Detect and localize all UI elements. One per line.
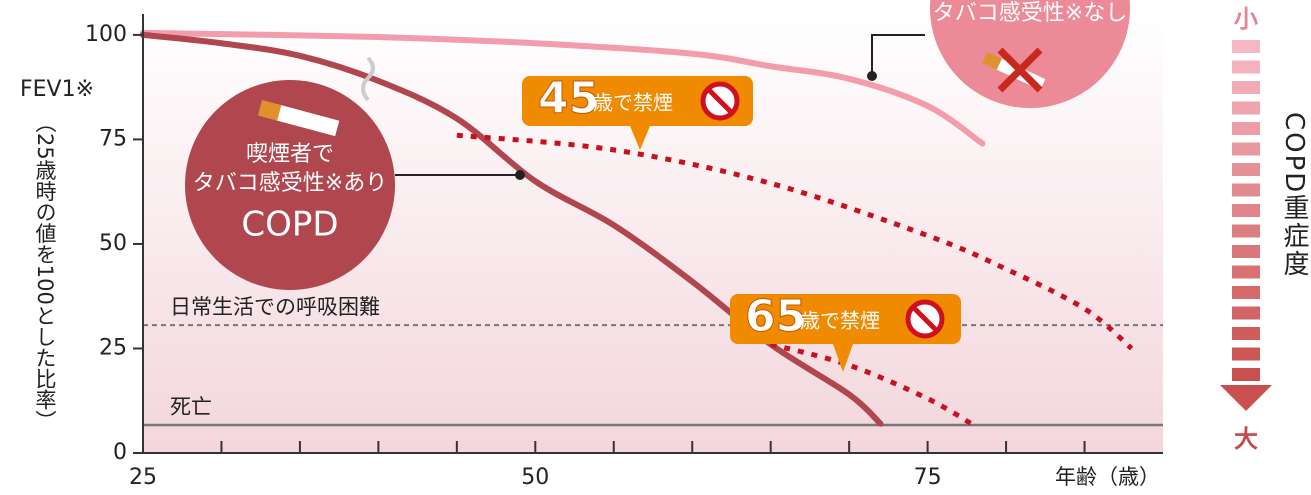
scale-stripe — [1232, 101, 1260, 115]
y-axis-label: FEV1※ — [20, 77, 94, 102]
scale-stripe — [1232, 204, 1260, 217]
scale-stripe — [1232, 368, 1260, 381]
callout-age: 45 — [538, 73, 599, 124]
scale-stripe — [1232, 40, 1260, 53]
scale-stripe — [1232, 142, 1260, 156]
bubble-text: タバコ感受性※あり — [193, 171, 387, 196]
severity-scale: 小 大 COPD重症度 — [1220, 5, 1309, 453]
x-axis-label: 年齢（歳） — [1055, 465, 1160, 489]
scale-stripe — [1232, 286, 1260, 299]
series-line — [140, 31, 884, 427]
bubble-text: COPD — [241, 205, 338, 245]
scale-stripe — [1232, 224, 1260, 238]
scale-stripe — [1232, 163, 1260, 176]
scale-stripe — [1232, 81, 1260, 94]
scale-top: 小 — [1234, 5, 1258, 33]
bubble-text: 喫煙者で — [246, 142, 334, 167]
y-tick-label: 50 — [99, 231, 127, 256]
callout — [730, 294, 961, 372]
leader-dot — [867, 71, 877, 81]
no-smoking-icon — [700, 81, 740, 121]
leader-dot — [515, 170, 525, 180]
annotation-quit45: 45 歳で禁煙 — [522, 73, 753, 150]
bubble — [185, 80, 395, 290]
reference-label: 死亡 — [170, 395, 212, 419]
y-tick-label: 0 — [113, 440, 127, 465]
y-tick-label: 100 — [85, 22, 127, 47]
reference-label: 日常生活での呼吸困難 — [170, 295, 380, 319]
annotation-non-susceptible: タバコ感受性※なし — [867, 0, 1130, 108]
series-line — [770, 341, 976, 428]
callout — [522, 76, 753, 150]
scale-stripe — [1232, 183, 1260, 197]
annotation-smoker: 喫煙者で タバコ感受性※あり COPD — [185, 56, 525, 290]
scale-label: COPD重症度 — [1279, 112, 1309, 278]
leader-line — [871, 34, 925, 76]
smoke — [361, 56, 375, 102]
no-smoking-icon — [905, 299, 945, 339]
series-line — [140, 29, 986, 147]
scale-stripe — [1232, 265, 1260, 279]
scale-stripe — [1232, 306, 1260, 320]
y-tick-label: 75 — [99, 126, 127, 151]
callout-age: 65 — [745, 291, 806, 342]
callout-text: 歳で禁煙 — [593, 91, 673, 115]
scale-stripe — [1232, 60, 1260, 74]
bubble-text: タバコ感受性※なし — [933, 1, 1127, 26]
bubble — [930, 0, 1130, 108]
annotation-quit65: 65 歳で禁煙 — [730, 291, 961, 372]
scale-stripe — [1232, 122, 1260, 135]
scale-arrow — [1220, 385, 1272, 411]
x-tick-label: 25 — [129, 465, 157, 490]
cross-icon — [997, 47, 1043, 93]
callout-text: 歳で禁煙 — [800, 309, 880, 333]
scale-stripe — [1232, 347, 1260, 361]
cigarette-icon — [257, 100, 340, 137]
scale-stripe — [1232, 327, 1260, 340]
scale-bottom: 大 — [1234, 425, 1258, 453]
x-tick-label: 75 — [914, 465, 942, 490]
scale-stripe — [1232, 245, 1260, 258]
x-tick-label: 50 — [521, 465, 549, 490]
y-tick-label: 25 — [99, 335, 127, 360]
y-axis-note: （25歳時の値を100とした比率） — [33, 112, 57, 431]
